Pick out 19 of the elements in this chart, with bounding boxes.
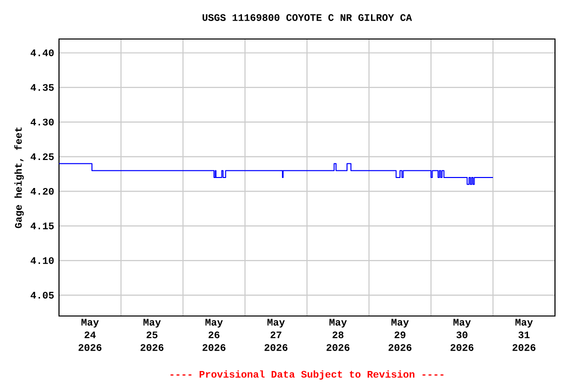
x-tick-label: May 27 2026 (264, 318, 288, 351)
x-tick-label: May 29 2026 (388, 318, 412, 351)
y-tick-label: 4.40 (30, 49, 54, 56)
x-tick-label: May 26 2026 (202, 318, 226, 351)
text: ---- Provisional Data Subject to Revision ---- (170, 370, 444, 380)
y-tick-label: 4.25 (30, 153, 54, 160)
x-tick-label: May 25 2026 (140, 318, 164, 351)
y-axis-title: Gage height, feet (14, 127, 24, 228)
y-tick-label: 4.10 (30, 257, 54, 264)
y-tick-label: 4.20 (30, 188, 54, 195)
y-tick-label: 4.30 (30, 118, 54, 126)
y-tick-label: 4.35 (30, 84, 54, 91)
y-tick-label: 4.15 (30, 222, 54, 230)
x-tick-label: May 31 2026 (512, 318, 536, 351)
x-tick-label: May 30 2026 (450, 318, 474, 351)
x-tick-label: May 24 2026 (78, 318, 102, 351)
chart-title: USGS 11169800 COYOTE C NR GILROY CA (202, 14, 412, 21)
x-tick-label: May 28 2026 (326, 318, 350, 351)
y-tick-label: 4.05 (30, 292, 54, 299)
